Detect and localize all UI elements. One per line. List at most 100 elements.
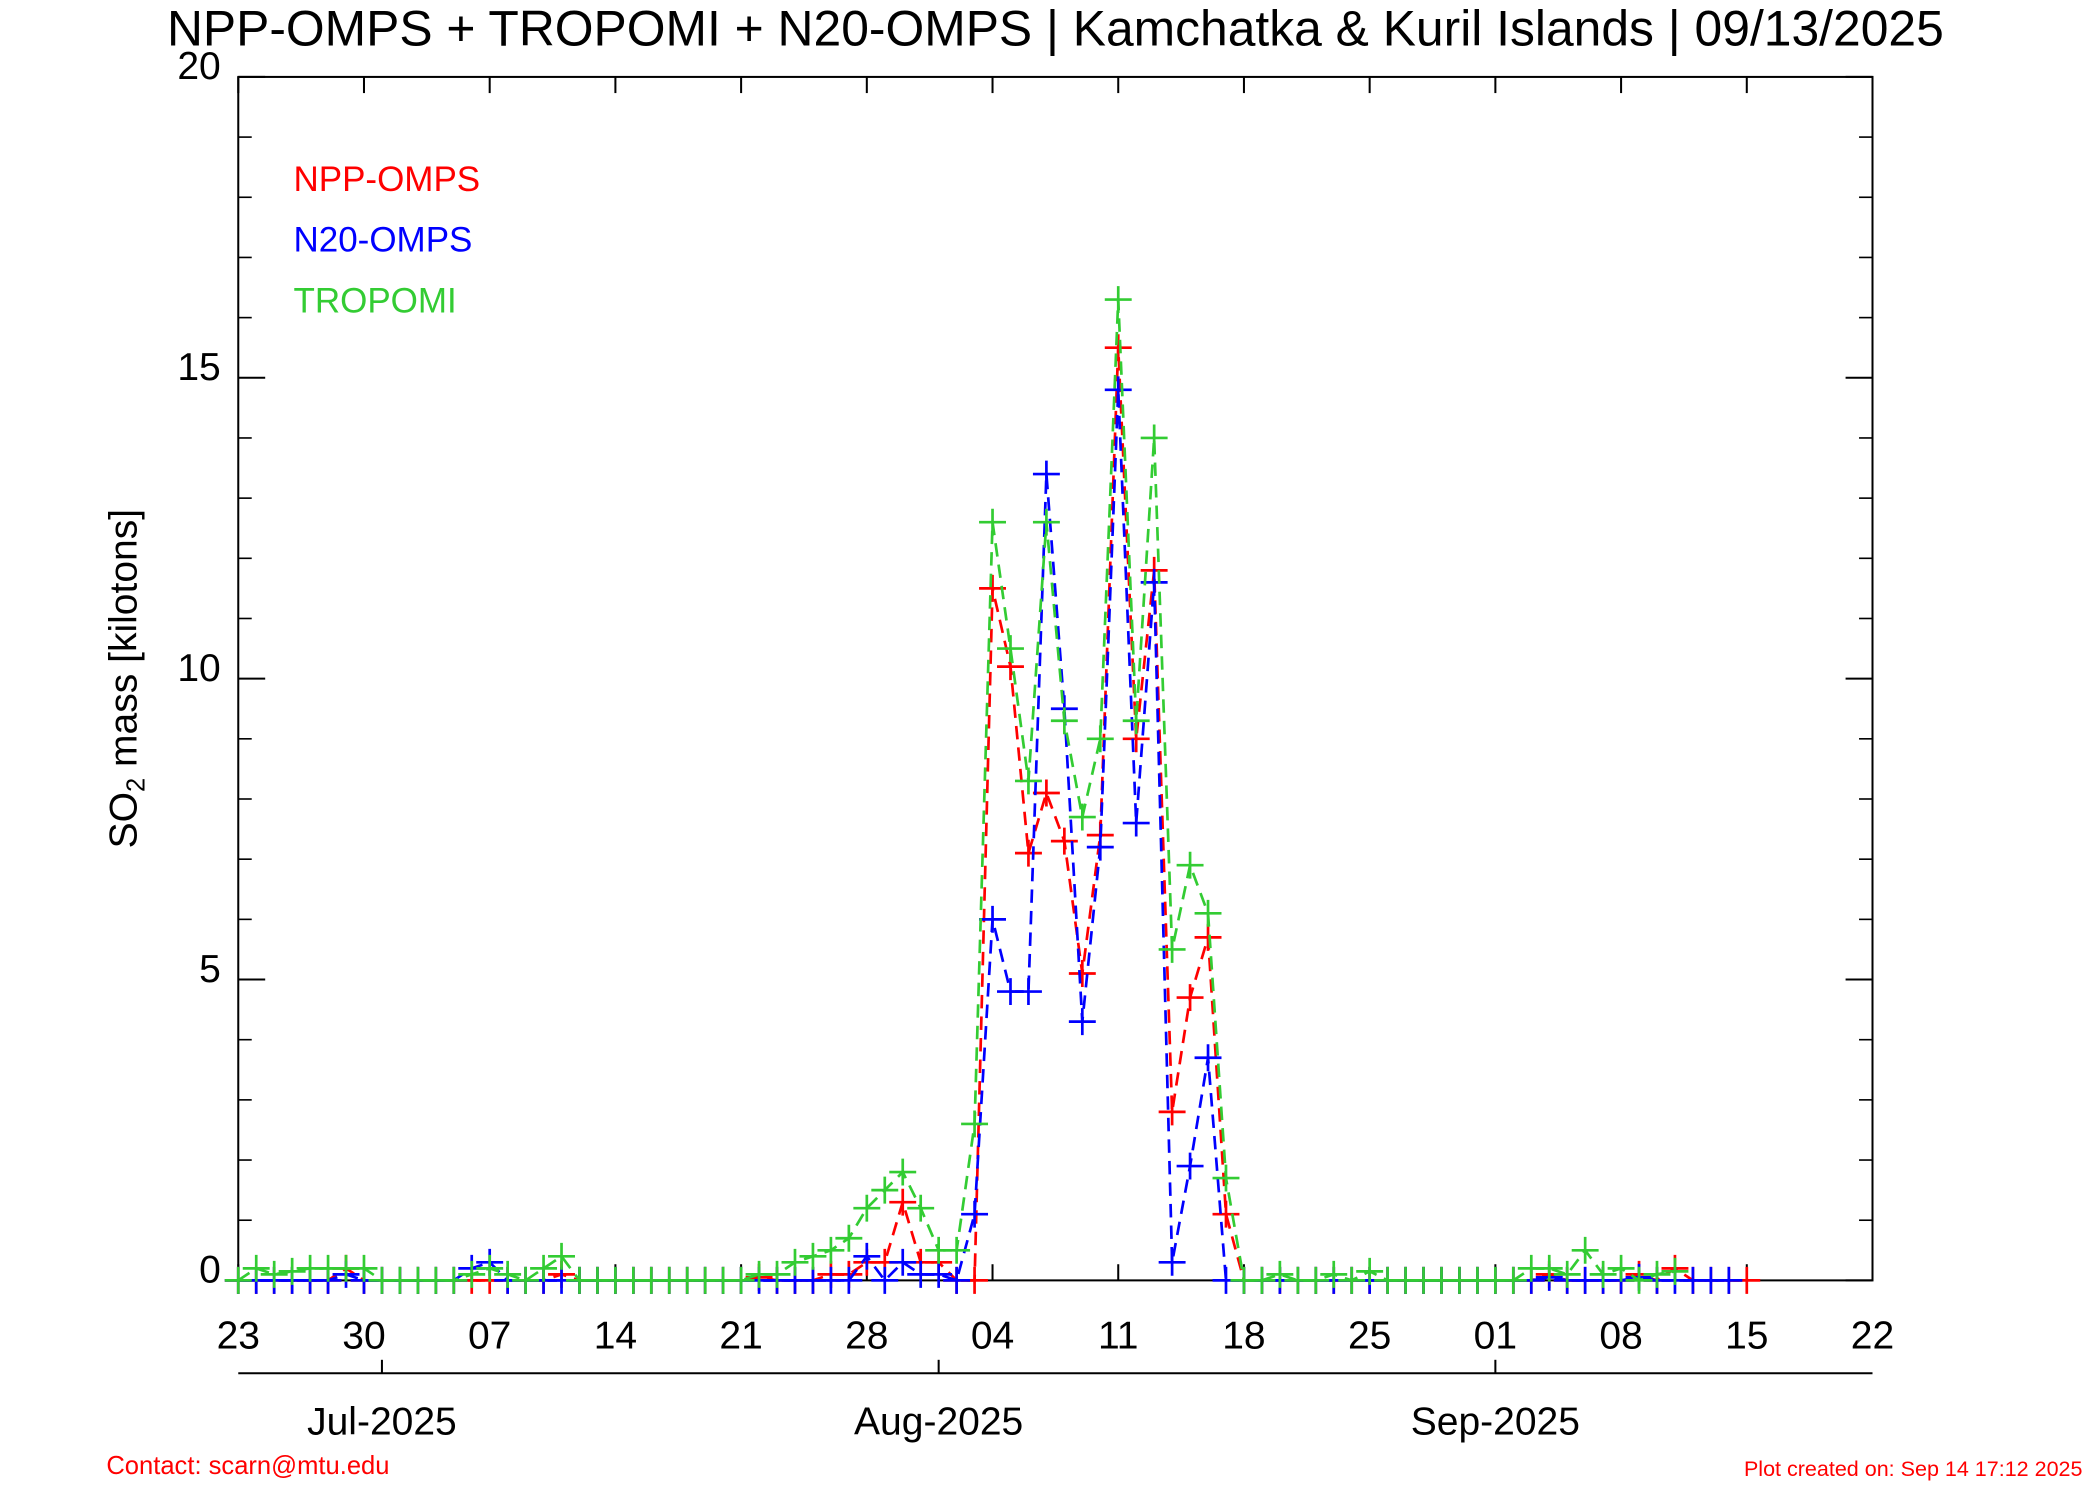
marker	[889, 1158, 917, 1186]
marker	[1715, 1266, 1743, 1294]
x-tick-label: 21	[719, 1315, 762, 1358]
marker	[1158, 1248, 1186, 1276]
marker	[476, 1254, 504, 1282]
marker	[1248, 1266, 1276, 1294]
marker	[835, 1266, 863, 1294]
marker	[1266, 1260, 1294, 1288]
marker	[1356, 1257, 1384, 1285]
marker	[440, 1266, 468, 1294]
x-tick-label: 01	[1474, 1315, 1517, 1358]
marker	[1158, 1098, 1186, 1126]
x-tick-label: 25	[1348, 1315, 1391, 1358]
month-label: Sep-2025	[1411, 1401, 1580, 1444]
marker	[925, 1260, 953, 1288]
y-tick-label: 0	[199, 1249, 221, 1292]
marker	[961, 1110, 989, 1138]
marker	[1589, 1260, 1617, 1288]
marker	[1122, 809, 1150, 837]
x-tick-label: 18	[1222, 1315, 1265, 1358]
marker	[1176, 984, 1204, 1012]
marker	[1571, 1236, 1599, 1264]
marker	[1320, 1260, 1348, 1288]
created-note: Plot created on: Sep 14 17:12 2025	[1744, 1457, 2083, 1481]
x-tick-label: 04	[971, 1315, 1014, 1358]
month-label: Aug-2025	[854, 1401, 1023, 1444]
marker	[1661, 1257, 1689, 1285]
marker	[943, 1236, 971, 1264]
marker	[512, 1266, 540, 1294]
marker	[853, 1194, 881, 1222]
x-tick-label: 07	[468, 1315, 511, 1358]
x-tick-label: 22	[1851, 1315, 1894, 1358]
marker	[1050, 827, 1078, 855]
contact: Contact: scarn@mtu.edu	[106, 1452, 389, 1480]
marker	[817, 1236, 845, 1264]
marker	[1625, 1266, 1653, 1294]
marker	[853, 1242, 881, 1270]
marker	[907, 1194, 935, 1222]
x-tick-label: 15	[1725, 1315, 1768, 1358]
y-tick-label: 20	[177, 45, 220, 88]
series-line	[237, 299, 1676, 1282]
marker	[1176, 851, 1204, 879]
marker	[1104, 376, 1132, 404]
marker	[871, 1176, 899, 1204]
marker	[1050, 707, 1078, 735]
marker	[260, 1260, 288, 1288]
marker	[1212, 1200, 1240, 1228]
marker	[799, 1242, 827, 1270]
x-tick-label: 23	[217, 1315, 260, 1358]
marker	[1104, 286, 1132, 314]
series-line	[238, 347, 1747, 1282]
marker	[1212, 1164, 1240, 1192]
marker	[1086, 725, 1114, 753]
marker	[1607, 1254, 1635, 1282]
marker	[1086, 833, 1114, 861]
y-axis-label: SO2 mass [kilotons]	[103, 509, 150, 848]
marker	[494, 1260, 522, 1288]
marker	[889, 1188, 917, 1216]
marker	[1535, 1254, 1563, 1282]
legend-entry: N20-OMPS	[293, 221, 472, 260]
marker	[763, 1260, 791, 1288]
y-label-text: SO	[103, 792, 146, 848]
y-tick-label: 5	[199, 948, 221, 991]
marker	[1104, 334, 1132, 362]
y-label-rest: mass [kilotons]	[103, 509, 146, 778]
marker	[548, 1242, 575, 1270]
marker	[1158, 935, 1186, 963]
marker	[1014, 767, 1042, 795]
marker	[278, 1257, 306, 1285]
marker	[835, 1224, 863, 1252]
marker	[1302, 1266, 1330, 1294]
marker	[530, 1254, 558, 1282]
chart-title: NPP-OMPS + TROPOMI + N20-OMPS | Kamchatk…	[167, 1, 1944, 57]
marker	[1014, 978, 1042, 1006]
legend-entry: NPP-OMPS	[293, 160, 480, 199]
x-tick-label: 28	[845, 1315, 888, 1358]
marker	[1032, 779, 1060, 807]
marker	[1194, 1044, 1222, 1072]
marker	[1643, 1260, 1671, 1288]
y-label-subscript: 2	[122, 778, 150, 792]
marker	[1014, 839, 1042, 867]
marker	[1176, 1152, 1204, 1180]
y-tick-label: 10	[177, 647, 220, 690]
marker	[979, 905, 1006, 933]
marker	[781, 1248, 809, 1276]
marker	[1553, 1260, 1581, 1288]
marker	[961, 1200, 989, 1228]
marker	[1032, 460, 1060, 488]
plot-frame	[237, 75, 1874, 1282]
marker	[979, 508, 1006, 536]
legend-entry: TROPOMI	[293, 281, 456, 320]
marker	[350, 1254, 378, 1282]
marker	[1140, 424, 1168, 452]
marker	[224, 1266, 252, 1294]
marker	[943, 1266, 971, 1294]
marker	[1194, 899, 1222, 927]
marker	[727, 1266, 755, 1294]
marker	[871, 1266, 899, 1294]
x-tick-label: 11	[1098, 1315, 1139, 1358]
